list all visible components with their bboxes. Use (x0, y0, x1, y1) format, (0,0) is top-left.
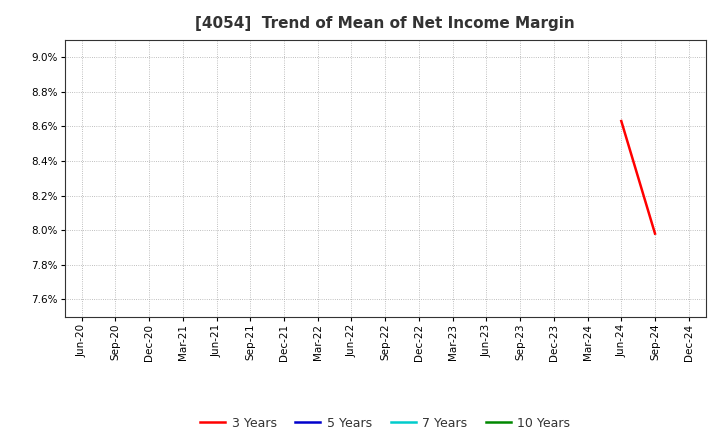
Title: [4054]  Trend of Mean of Net Income Margin: [4054] Trend of Mean of Net Income Margi… (195, 16, 575, 32)
Line: 3 Years: 3 Years (621, 121, 655, 234)
3 Years (651, 231, 660, 236)
Legend: 3 Years, 5 Years, 7 Years, 10 Years: 3 Years, 5 Years, 7 Years, 10 Years (195, 412, 575, 435)
3 Years (617, 118, 626, 124)
